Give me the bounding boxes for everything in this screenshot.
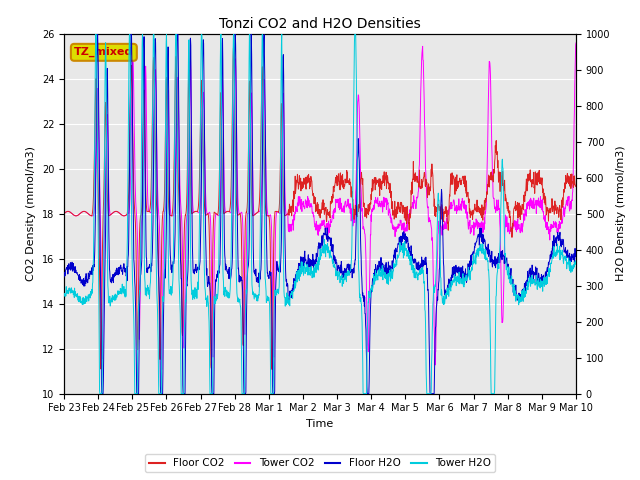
Title: Tonzi CO2 and H2O Densities: Tonzi CO2 and H2O Densities (219, 17, 421, 31)
Y-axis label: CO2 Density (mmol/m3): CO2 Density (mmol/m3) (26, 146, 36, 281)
Text: TZ_mixed: TZ_mixed (74, 47, 134, 58)
Legend: Floor CO2, Tower CO2, Floor H2O, Tower H2O: Floor CO2, Tower CO2, Floor H2O, Tower H… (145, 454, 495, 472)
Y-axis label: H2O Density (mmol/m3): H2O Density (mmol/m3) (616, 146, 626, 281)
X-axis label: Time: Time (307, 419, 333, 429)
